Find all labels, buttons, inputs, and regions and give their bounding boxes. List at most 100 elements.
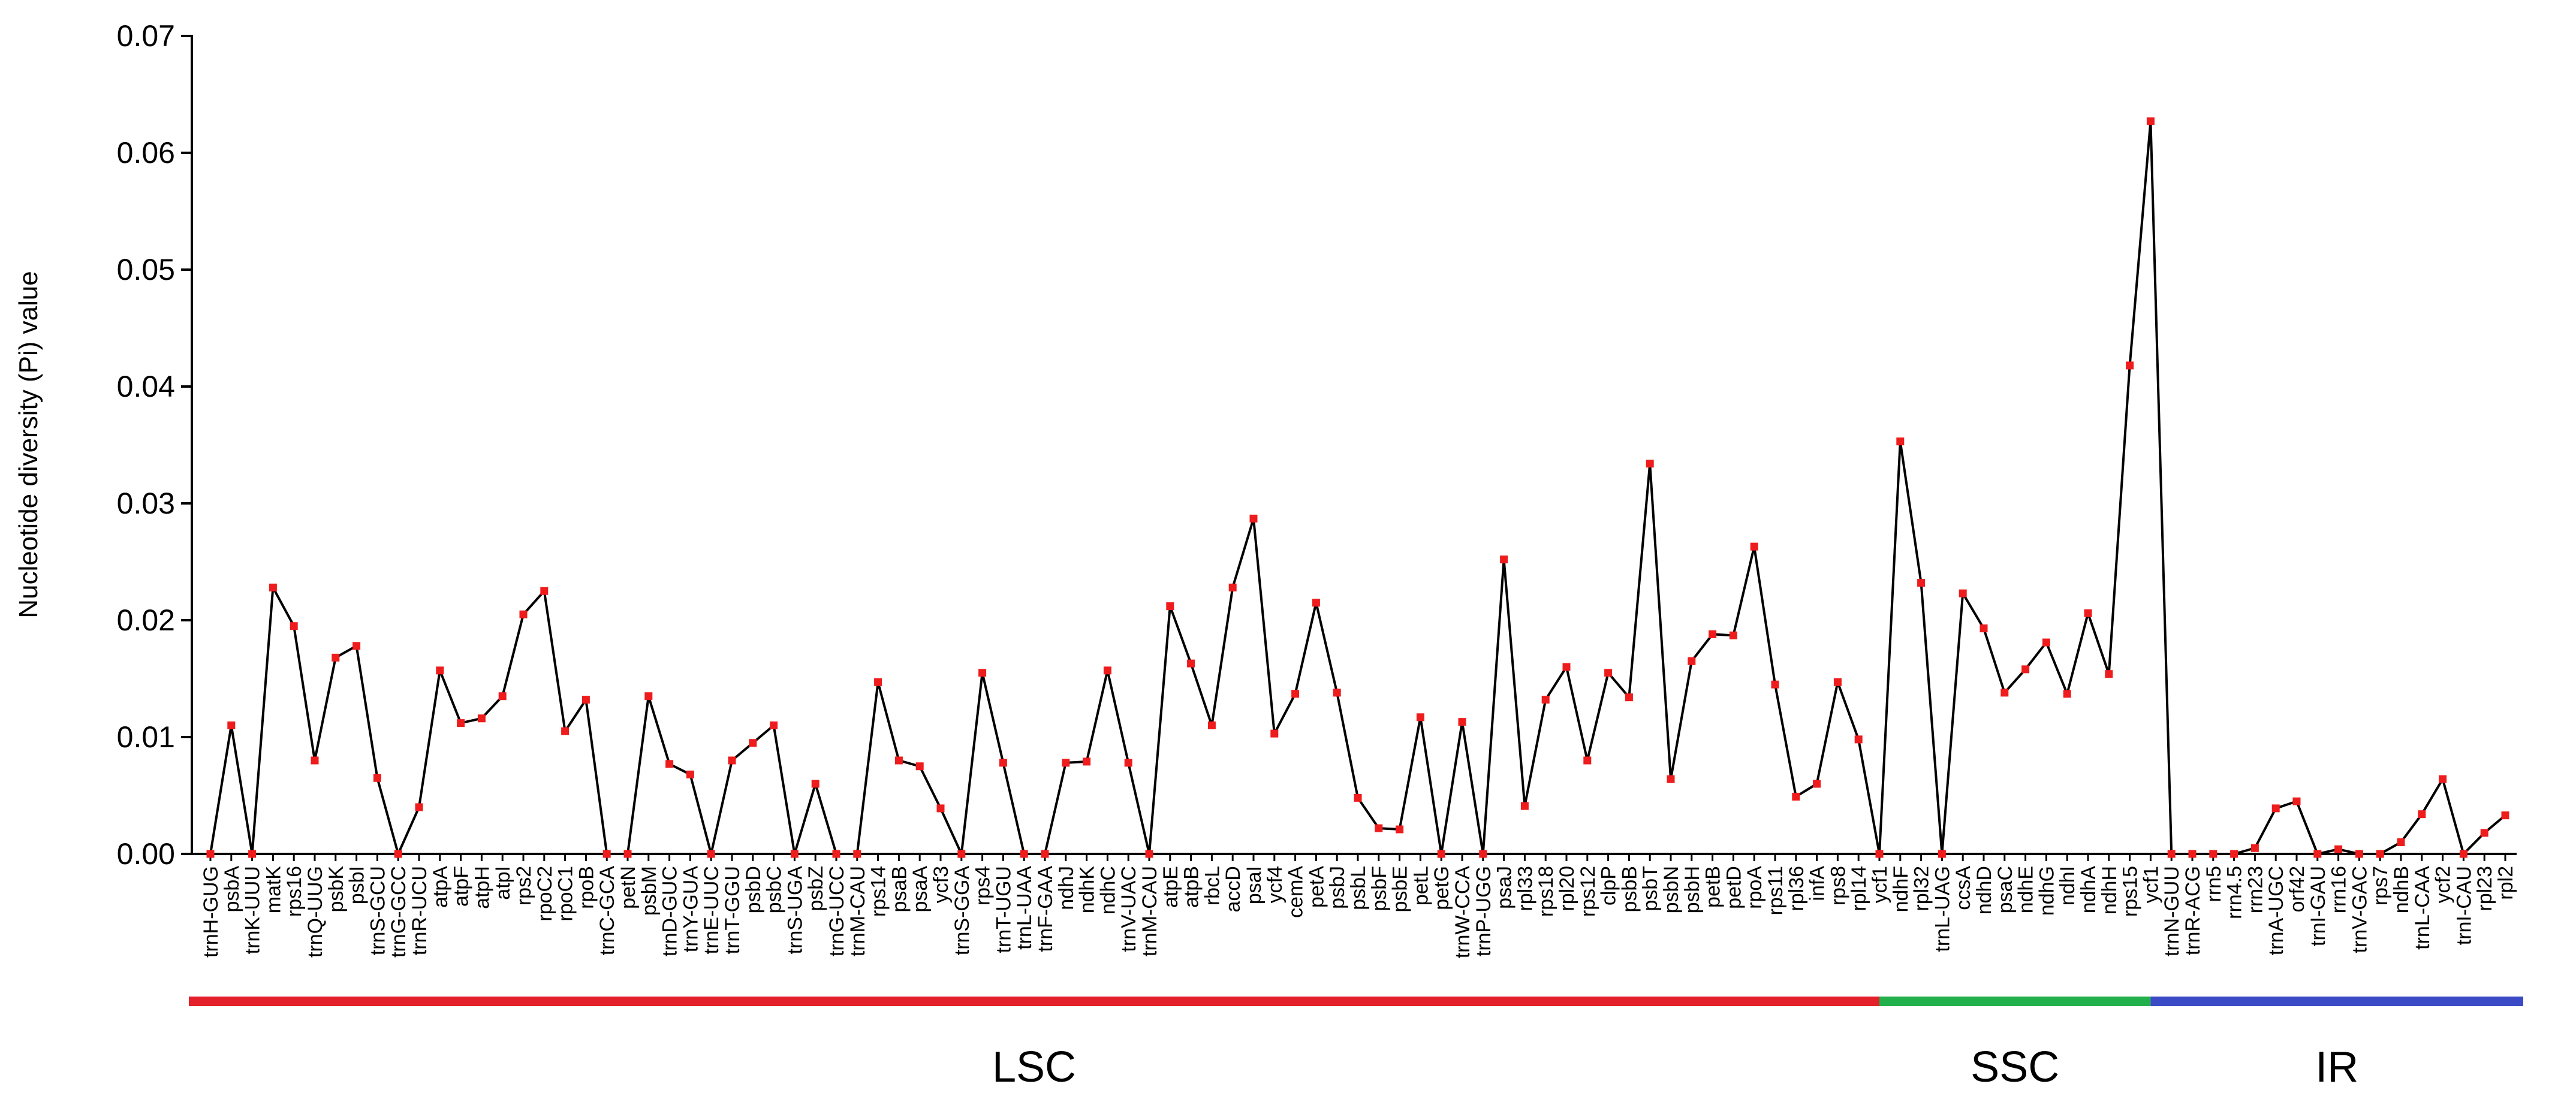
x-tick-label: rpl36 bbox=[1785, 866, 1808, 911]
data-point bbox=[415, 803, 423, 811]
x-tick-label: ndhB bbox=[2390, 866, 2413, 913]
data-point bbox=[1249, 514, 1258, 523]
x-tick-label: trnW-CCA bbox=[1451, 866, 1474, 959]
x-tick-label: psbJ bbox=[1326, 866, 1349, 909]
data-point bbox=[1667, 775, 1675, 783]
x-tick-label: ycf3 bbox=[930, 866, 953, 903]
x-tick-label: trnM-CAU bbox=[846, 866, 869, 956]
x-tick-label: trnR-ACG bbox=[2182, 866, 2204, 955]
x-tick-label: trnD-GUC bbox=[659, 866, 682, 956]
x-tick-label: psbN bbox=[1660, 866, 1683, 913]
data-point bbox=[957, 850, 966, 858]
data-point bbox=[1333, 689, 1341, 697]
x-tick-label: atpA bbox=[429, 866, 452, 908]
data-point bbox=[1583, 756, 1592, 765]
data-point bbox=[269, 583, 277, 591]
data-point bbox=[978, 669, 987, 677]
y-tick-label: 0.07 bbox=[117, 19, 175, 53]
x-tick-label: rps2 bbox=[513, 866, 535, 905]
series-line bbox=[209, 120, 2506, 855]
x-tick-label: petG bbox=[1430, 866, 1453, 910]
x-tick-label: ccsA bbox=[1952, 866, 1975, 910]
data-point bbox=[1479, 850, 1487, 858]
data-point bbox=[2439, 775, 2447, 783]
x-tick-label: rpoC1 bbox=[555, 866, 577, 922]
x-tick-label: psaB bbox=[888, 866, 911, 913]
data-point bbox=[498, 692, 507, 701]
data-point bbox=[1187, 659, 1195, 668]
x-tick-label: ndhG bbox=[2035, 866, 2058, 916]
x-tick-label: ndhJ bbox=[1055, 866, 1078, 910]
x-tick-label: trnQ-UUG bbox=[304, 866, 327, 958]
data-point bbox=[1416, 713, 1424, 721]
x-tick-label: trnK-UUU bbox=[242, 866, 264, 954]
data-point bbox=[1520, 802, 1529, 810]
x-tick-label: rps8 bbox=[1827, 866, 1849, 905]
x-tick-label: trnV-UAC bbox=[1117, 866, 1140, 952]
x-tick-label: ycf4 bbox=[1264, 866, 1287, 903]
data-point bbox=[602, 850, 611, 858]
data-point bbox=[1646, 460, 1654, 468]
x-tick-label: trnL-UAG bbox=[1931, 866, 1954, 952]
data-point bbox=[540, 587, 549, 595]
data-point bbox=[1270, 729, 1279, 738]
x-tick-label: trnY-GUA bbox=[679, 866, 702, 953]
x-tick-label: trnN-GUU bbox=[2161, 866, 2183, 956]
data-point bbox=[1291, 690, 1300, 698]
data-point bbox=[1207, 721, 1216, 729]
x-tick-label: psbK bbox=[325, 866, 348, 913]
x-tick-label: psaI bbox=[1243, 866, 1266, 904]
data-point bbox=[2167, 850, 2176, 858]
x-tick-label: rps7 bbox=[2369, 866, 2392, 905]
data-point bbox=[1750, 542, 1758, 551]
data-point bbox=[1813, 780, 1821, 788]
data-point bbox=[1166, 602, 1174, 611]
x-tick-label: trnT-UGU bbox=[992, 866, 1015, 953]
x-tick-label: rps16 bbox=[283, 866, 306, 917]
x-tick-label: rrn16 bbox=[2328, 866, 2351, 913]
x-tick-label: trnG-GCC bbox=[387, 866, 410, 958]
data-point bbox=[1020, 850, 1028, 858]
data-point bbox=[1228, 583, 1237, 591]
x-tick-label: rbcL bbox=[1201, 866, 1224, 905]
x-tick-label: psbI bbox=[346, 866, 369, 904]
data-point bbox=[1124, 759, 1132, 767]
x-tick-label: psbZ bbox=[805, 866, 827, 911]
data-point bbox=[2230, 850, 2238, 858]
data-point bbox=[644, 692, 653, 701]
x-tick-label: ycf1 bbox=[1869, 866, 1891, 903]
x-tick-label: trnC-GCA bbox=[596, 866, 619, 956]
x-tick-label: petB bbox=[1702, 866, 1725, 908]
x-tick-label: petN bbox=[617, 866, 640, 909]
data-point bbox=[290, 622, 298, 630]
data-point bbox=[2042, 638, 2050, 647]
data-point bbox=[2250, 844, 2259, 852]
data-point bbox=[999, 759, 1007, 767]
y-tick-label: 0.06 bbox=[117, 136, 175, 170]
data-point bbox=[1562, 663, 1571, 671]
data-point bbox=[2126, 361, 2134, 370]
y-tick-label: 0.01 bbox=[117, 720, 175, 754]
data-point bbox=[227, 721, 236, 729]
x-tick-label: psaC bbox=[1994, 866, 2017, 913]
data-point bbox=[2376, 850, 2384, 858]
data-point bbox=[1375, 824, 1383, 832]
x-tick-label: psbC bbox=[763, 866, 786, 913]
data-point bbox=[1541, 696, 1550, 704]
x-tick-label: trnS-GGA bbox=[951, 866, 974, 956]
y-tick-label: 0.05 bbox=[117, 253, 175, 286]
x-tick-label: psbH bbox=[1681, 866, 1704, 913]
region-label: LSC bbox=[992, 1043, 1076, 1091]
data-point bbox=[1103, 666, 1111, 675]
x-tick-label: ycf2 bbox=[2432, 866, 2455, 903]
x-tick-label: psaA bbox=[909, 866, 932, 913]
data-point bbox=[2459, 850, 2467, 858]
data-point bbox=[874, 678, 882, 686]
x-tick-label: psbL bbox=[1347, 866, 1370, 910]
x-tick-label: psbA bbox=[221, 866, 243, 913]
x-tick-label: trnE-UUC bbox=[700, 866, 723, 954]
data-point bbox=[1792, 792, 1800, 801]
data-point bbox=[436, 666, 444, 675]
x-tick-label: trnT-GGU bbox=[721, 866, 744, 954]
